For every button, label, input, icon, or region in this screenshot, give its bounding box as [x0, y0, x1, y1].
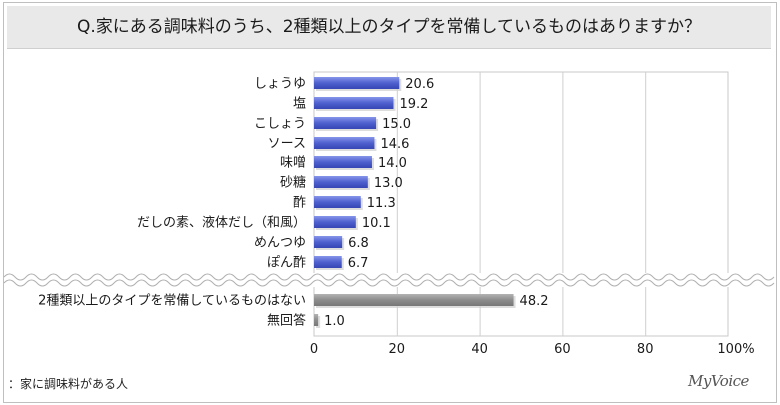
category-label: 2種類以上のタイプを常備しているものはない — [38, 293, 306, 309]
bar — [314, 256, 342, 268]
x-tick-label: 40 — [471, 342, 488, 357]
bar — [314, 196, 361, 208]
x-tick-label: 100% — [717, 342, 754, 357]
bar — [314, 77, 400, 89]
x-tick-label: 80 — [637, 342, 654, 357]
category-label: だしの素、液体だし（和風） — [137, 216, 306, 231]
bar — [314, 137, 375, 149]
category-label: 塩 — [293, 97, 306, 112]
axis-break-line — [3, 273, 775, 281]
bar — [314, 314, 319, 326]
value-label: 20.6 — [405, 77, 434, 92]
category-label: 砂糖 — [280, 175, 306, 191]
bar — [314, 117, 377, 129]
bar — [314, 176, 368, 188]
value-label: 14.6 — [380, 137, 409, 152]
value-label: 10.1 — [362, 216, 391, 231]
category-label: こしょう — [254, 117, 306, 132]
value-label: 19.2 — [399, 97, 428, 112]
value-label: 14.0 — [378, 156, 407, 171]
footnote: ：家に調味料がある人 — [8, 377, 129, 391]
category-label: 酢 — [293, 196, 306, 211]
value-label: 6.8 — [348, 236, 369, 251]
x-tick-label: 60 — [554, 342, 571, 357]
bar — [314, 97, 394, 109]
bar — [314, 216, 356, 228]
value-label: 13.0 — [374, 176, 403, 191]
axis-break-band — [4, 273, 774, 287]
value-label: 48.2 — [520, 294, 549, 309]
bar — [314, 156, 372, 168]
axis-break-line — [3, 279, 775, 287]
brand-logo: MyVoice — [688, 372, 749, 390]
chart-title: Q.家にある調味料のうち、2種類以上のタイプを常備しているものはありますか？ — [76, 17, 702, 37]
category-label: しょうゆ — [254, 77, 306, 92]
title-box: Q.家にある調味料のうち、2種類以上のタイプを常備しているものはありますか？ — [7, 6, 771, 49]
value-label: 15.0 — [382, 117, 411, 132]
category-label: 味噌 — [280, 156, 306, 171]
value-label: 1.0 — [324, 314, 345, 329]
value-label: 6.7 — [348, 256, 369, 271]
bar — [314, 236, 343, 248]
x-tick-label: 0 — [310, 342, 318, 357]
category-label: めんつゆ — [254, 236, 306, 251]
category-label: ソース — [268, 137, 306, 152]
category-label: 無回答 — [267, 313, 306, 329]
bar — [314, 294, 514, 306]
x-tick-label: 20 — [389, 342, 406, 357]
value-label: 11.3 — [367, 196, 396, 211]
category-label: ぽん酢 — [267, 256, 306, 271]
